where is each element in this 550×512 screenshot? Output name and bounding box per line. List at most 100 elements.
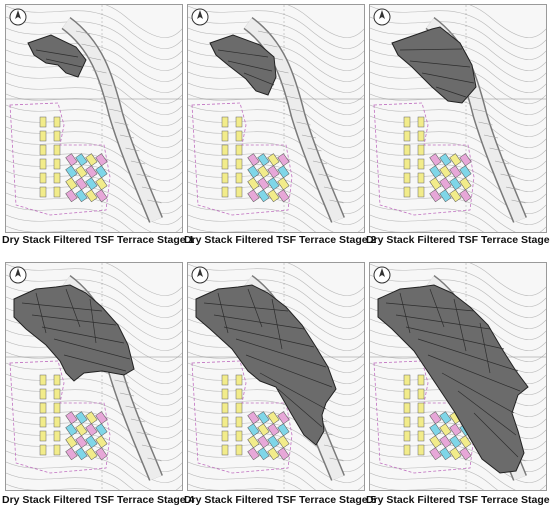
compass-logo-icon	[373, 8, 391, 26]
processing-pad	[429, 435, 442, 449]
road-tick	[478, 121, 493, 126]
plant-pad	[221, 130, 229, 142]
road-tick	[511, 199, 526, 204]
plant-boundary	[9, 102, 111, 216]
contour-line	[6, 60, 182, 104]
road-tick	[130, 160, 146, 165]
plant-pad	[221, 172, 229, 184]
terrace-line	[65, 288, 81, 328]
processing-pad	[75, 189, 88, 203]
plant-pad	[235, 430, 243, 442]
contour-line	[469, 5, 546, 38]
contour-line	[370, 203, 499, 232]
processing-pad	[277, 435, 290, 449]
road-tick	[119, 392, 135, 397]
plant-pad	[235, 388, 243, 400]
contour-line	[370, 137, 546, 181]
processing-pad	[75, 435, 88, 449]
plant-pad	[39, 186, 47, 198]
contour-line	[105, 263, 182, 296]
compass-arrow	[15, 10, 21, 19]
processing-pad	[85, 153, 98, 167]
processing-pad	[95, 423, 108, 437]
processing-pad	[267, 177, 280, 191]
processing-pad	[449, 423, 462, 437]
road-tick	[323, 444, 339, 449]
tsf-footprint	[209, 34, 277, 96]
terrace-line	[259, 372, 327, 410]
processing-pad	[247, 435, 260, 449]
stage-1-caption: Dry Stack Filtered TSF Terrace Stage 1	[2, 234, 195, 246]
terrace-line	[53, 338, 131, 360]
contour-line	[188, 417, 364, 461]
processing-pad	[267, 447, 280, 461]
processing-pad	[429, 447, 442, 461]
contour-line	[6, 274, 182, 318]
processing-pad	[65, 189, 78, 203]
plant-pad	[53, 186, 61, 198]
processing-pad	[429, 165, 442, 179]
contour-line	[6, 461, 135, 490]
stage-4-map	[6, 263, 182, 490]
plant-pad	[235, 186, 243, 198]
contour-line	[6, 5, 182, 49]
tsf-footprint	[27, 34, 87, 78]
road-tick	[97, 82, 113, 87]
plant-pad	[53, 130, 61, 142]
plant-pad	[221, 402, 229, 414]
terrace-line	[405, 326, 505, 350]
contour-line	[188, 192, 364, 232]
road-tick	[467, 95, 482, 100]
processing-pad	[459, 189, 472, 203]
plant-pad	[53, 144, 61, 156]
road-tick	[119, 134, 135, 139]
plant-pad	[417, 172, 425, 184]
plant-pad	[403, 116, 411, 128]
terrace-line	[417, 338, 519, 372]
plant-pad	[39, 444, 47, 456]
compass-logo-icon	[191, 266, 209, 284]
contour-line	[188, 170, 364, 214]
processing-pad	[65, 153, 78, 167]
processing-pad	[429, 177, 442, 191]
stage-1-panel	[5, 4, 183, 233]
terrace-line	[41, 326, 125, 344]
plant-pad	[53, 158, 61, 170]
contour-line	[6, 417, 182, 461]
processing-pad	[65, 411, 78, 425]
compass-logo-icon	[9, 266, 27, 284]
contour-line	[188, 439, 364, 483]
terrace-line	[21, 302, 103, 312]
processing-pad	[65, 165, 78, 179]
contour-line	[188, 137, 364, 181]
road-tick	[318, 173, 333, 178]
contour-line	[370, 16, 546, 60]
plant-pad	[403, 144, 411, 156]
plant-pad	[403, 402, 411, 414]
contour-line	[6, 428, 182, 472]
processing-pad	[75, 165, 88, 179]
road-tick	[489, 147, 504, 152]
road-tick	[81, 43, 96, 48]
tsf-footprint-stage-6	[377, 284, 529, 474]
processing-pad	[459, 153, 472, 167]
terrace-line	[409, 60, 471, 68]
contour-line	[188, 71, 364, 115]
road-tick	[114, 121, 129, 126]
contour-line	[370, 170, 546, 214]
compass-arrow	[197, 10, 203, 19]
contour-line	[188, 82, 364, 126]
contour-line	[188, 428, 364, 472]
processing-pad	[65, 447, 78, 461]
plant-pad	[53, 172, 61, 184]
road-tick	[125, 147, 140, 152]
plant-pad	[53, 416, 61, 428]
processing-pad	[277, 153, 290, 167]
contour-line	[287, 263, 364, 296]
terrace-line	[479, 322, 491, 374]
road-tick	[86, 56, 102, 61]
plant-pad	[39, 402, 47, 414]
plant-boundary	[191, 102, 293, 216]
processing-pad	[95, 435, 108, 449]
processing-pad	[247, 423, 260, 437]
